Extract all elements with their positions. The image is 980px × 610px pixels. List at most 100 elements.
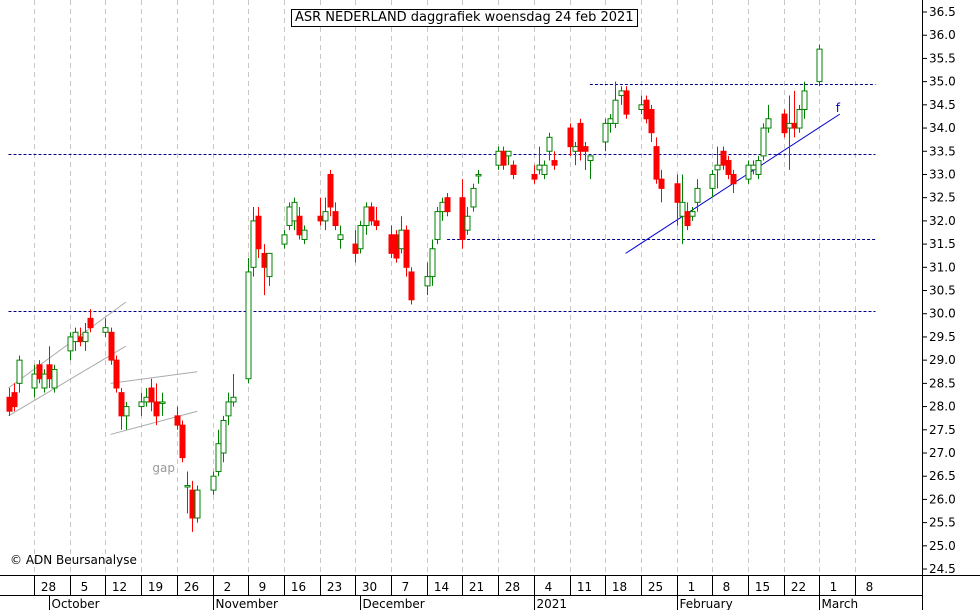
- candle-body: [765, 118, 772, 129]
- candle-body: [730, 173, 737, 185]
- candle: [102, 318, 109, 337]
- candle: [541, 160, 548, 180]
- candle: [505, 150, 512, 166]
- candle: [475, 169, 482, 184]
- candle: [317, 197, 324, 226]
- candle-body: [750, 164, 757, 171]
- candle: [327, 169, 334, 217]
- y-tick-label: 33.0: [929, 167, 956, 181]
- candle: [11, 383, 18, 412]
- candle: [587, 155, 594, 180]
- candle: [796, 104, 803, 133]
- candle-body: [72, 331, 79, 343]
- candle: [464, 206, 471, 235]
- candle: [143, 388, 150, 407]
- candle-body: [118, 392, 125, 417]
- candle: [245, 258, 252, 384]
- candle-body: [403, 229, 410, 268]
- candle: [658, 169, 665, 203]
- candle: [266, 252, 273, 286]
- candle-body: [184, 484, 191, 488]
- candle-body: [67, 336, 74, 352]
- candle-body: [123, 406, 130, 417]
- candle-body: [6, 396, 13, 412]
- candle: [194, 485, 201, 523]
- candle-body: [317, 215, 324, 222]
- candle-body: [531, 173, 538, 180]
- candle-body: [791, 122, 798, 129]
- candle: [123, 401, 130, 430]
- candle: [46, 346, 53, 389]
- candle-body: [781, 113, 788, 134]
- candle: [230, 374, 237, 407]
- candle-body: [760, 127, 767, 157]
- candle: [725, 155, 732, 180]
- candle: [750, 160, 757, 175]
- candle: [801, 81, 808, 119]
- x-tick-label: 8: [866, 580, 874, 594]
- x-tick-label: 26: [184, 580, 199, 594]
- x-tick-label: 25: [648, 580, 663, 594]
- x-tick-label: 21: [469, 580, 484, 594]
- candle-body: [689, 211, 696, 217]
- x-tick-label: 5: [81, 580, 89, 594]
- candle-body: [816, 48, 823, 83]
- x-tick-label: 15: [755, 580, 770, 594]
- x-tick-label: 7: [402, 580, 410, 594]
- candle-body: [250, 220, 257, 268]
- candle-body: [148, 387, 155, 403]
- candle: [444, 193, 451, 217]
- candle: [159, 392, 166, 416]
- candle: [403, 225, 410, 277]
- candle: [220, 415, 227, 463]
- candle-body: [153, 401, 160, 417]
- candle: [643, 95, 650, 124]
- candle-body: [179, 424, 186, 459]
- y-tick-label: 33.5: [929, 144, 956, 158]
- y-tick-label: 31.0: [929, 260, 956, 274]
- candle-body: [653, 146, 660, 180]
- candle-body: [41, 373, 48, 389]
- candle: [36, 360, 43, 384]
- candle-body: [102, 327, 109, 333]
- candle: [582, 141, 589, 170]
- candle: [286, 202, 293, 231]
- candle: [653, 137, 660, 184]
- candle-body: [51, 368, 58, 389]
- x-tick-label: 4: [545, 580, 553, 594]
- reference-lines: [8, 84, 876, 435]
- candle: [424, 262, 431, 296]
- candle-body: [332, 211, 339, 227]
- candle: [352, 230, 359, 263]
- x-tick-label: 1: [830, 580, 838, 594]
- y-tick-label: 29.5: [929, 330, 956, 344]
- y-tick-label: 32.5: [929, 191, 956, 205]
- candle: [816, 44, 823, 87]
- candle-body: [587, 155, 594, 162]
- month-label: October: [52, 597, 100, 610]
- candle: [153, 383, 160, 426]
- candle: [87, 309, 94, 333]
- candle: [648, 104, 655, 142]
- candle-body: [607, 118, 614, 124]
- y-tick-label: 30.0: [929, 307, 956, 321]
- y-tick-label: 27.0: [929, 446, 956, 460]
- candle: [618, 86, 625, 105]
- candle: [745, 160, 752, 184]
- candle-body: [301, 229, 308, 240]
- candle-body: [143, 396, 150, 403]
- candle-body: [572, 146, 579, 152]
- candle-body: [286, 206, 293, 227]
- candle: [322, 197, 329, 231]
- candle-body: [786, 122, 793, 129]
- candle-body: [210, 475, 217, 491]
- candle-body: [138, 401, 145, 408]
- candle-body: [658, 178, 665, 189]
- candle-body: [495, 150, 502, 166]
- y-tick-label: 36.0: [929, 28, 956, 42]
- y-tick-label: 25.5: [929, 516, 956, 530]
- candle-body: [194, 489, 201, 519]
- candle: [215, 429, 222, 477]
- candle: [388, 225, 395, 259]
- candle: [760, 123, 767, 161]
